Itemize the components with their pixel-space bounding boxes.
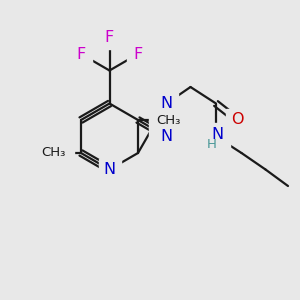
Text: N: N <box>160 96 172 111</box>
Text: CH₃: CH₃ <box>157 113 181 127</box>
Text: N: N <box>103 162 116 177</box>
Text: O: O <box>231 112 243 128</box>
Text: N: N <box>160 129 172 144</box>
Text: CH₃: CH₃ <box>41 146 65 160</box>
Text: F: F <box>134 46 142 62</box>
Text: H: H <box>207 137 216 151</box>
Text: F: F <box>105 30 114 45</box>
Text: F: F <box>76 46 85 62</box>
Text: N: N <box>212 127 224 142</box>
